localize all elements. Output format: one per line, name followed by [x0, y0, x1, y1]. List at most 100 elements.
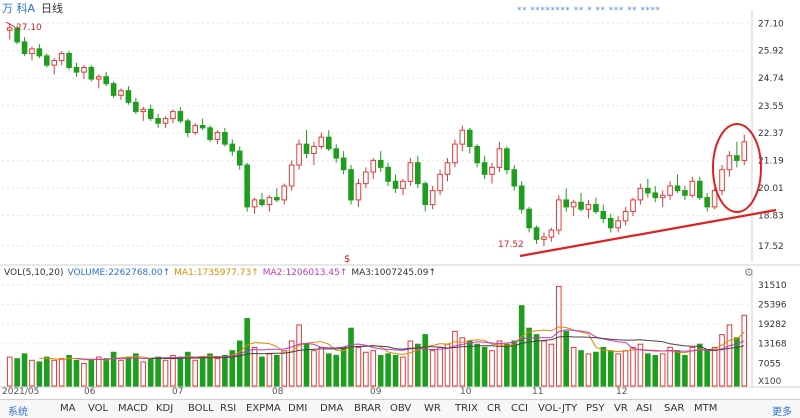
tab-trix[interactable]: TRIX [455, 403, 478, 414]
tab-wr[interactable]: WR [424, 403, 441, 414]
volume-bar [504, 343, 510, 387]
volume-bar [21, 353, 28, 387]
volume-bar [81, 363, 87, 387]
volume-bar [125, 356, 132, 387]
tab-rsi[interactable]: RSI [220, 403, 237, 414]
candle-body [288, 164, 295, 187]
candle-body [518, 185, 525, 210]
volume-bar [6, 356, 13, 387]
volume-bar [682, 354, 688, 387]
candle-body [377, 159, 384, 168]
volume-bar [281, 350, 288, 387]
tab-cci[interactable]: CCI [511, 403, 528, 414]
price-chart[interactable]: 27.10 25.92 24.74 23.55 22.37 21.19 20.01 18.83… [0, 0, 800, 266]
period-label[interactable]: 日线 [41, 2, 64, 15]
tab-vol-jty[interactable]: VOL-JTY [538, 403, 578, 414]
date-2: 07 [172, 387, 184, 397]
candle-body [652, 192, 659, 199]
tab-vr[interactable]: VR [614, 403, 628, 414]
price-axis: 27.10 25.92 24.74 23.55 22.37 21.19 20.01 18.83… [0, 10, 800, 266]
candle-body [578, 201, 584, 210]
candle-body [363, 171, 369, 185]
candle-body [311, 145, 317, 154]
volume-bar [667, 346, 673, 387]
volume-bar [229, 350, 236, 387]
chart-title: 万 科A 日线 [2, 0, 63, 16]
candle-body [659, 194, 666, 199]
indicator-toolbar: 系统 MA VOL MACD KDJ BOLL RSI EXPMA DMI DM… [0, 399, 800, 418]
low-price-label: 17.52 [498, 240, 524, 250]
candle-body [58, 53, 65, 61]
volume-bar [630, 346, 636, 387]
candle-body [333, 148, 339, 159]
volume-bar [400, 356, 406, 387]
volume-tick-label: 25396 [758, 300, 787, 310]
volume-bar [719, 334, 725, 387]
tab-psy[interactable]: PSY [586, 403, 605, 414]
volume-chart[interactable]: 31510 25396 19282 13168 7055 X100 [0, 0, 800, 400]
volume-bar [518, 305, 525, 387]
candlesticks [6, 23, 748, 247]
candle-body [88, 66, 95, 80]
candle-body [667, 185, 673, 196]
tab-vol[interactable]: VOL [88, 403, 109, 414]
tab-cr[interactable]: CR [487, 403, 501, 414]
candle-body [125, 90, 132, 103]
candle-body [637, 187, 644, 201]
price-tick-label: 20.01 [758, 184, 784, 194]
volume-tick-label: 13168 [758, 340, 787, 350]
volume-bar [645, 353, 651, 387]
tab-obv[interactable]: OBV [390, 403, 412, 414]
volume-bar [474, 343, 480, 387]
date-4: 09 [370, 387, 382, 397]
candle-body [741, 141, 748, 161]
price-tick-label: 17.52 [758, 242, 784, 252]
volume-bar [570, 346, 577, 387]
candle-body [251, 199, 258, 208]
candle-body [303, 143, 310, 154]
volume-bar [726, 324, 733, 387]
vol-legend-0: VOL(5,10,20) [4, 268, 64, 278]
date-7: 12 [616, 387, 628, 397]
volume-bar [244, 318, 250, 387]
tab-brar[interactable]: BRAR [354, 403, 382, 414]
settings-gear-icon[interactable]: ⚙ [744, 266, 754, 279]
volume-bar [140, 361, 147, 387]
vol-legend-4: MA3:1007245.09↑ [351, 268, 437, 278]
volume-bar [593, 351, 599, 387]
tab-sar[interactable]: SAR [664, 403, 685, 414]
volume-bar [192, 359, 199, 387]
candle-body [133, 101, 139, 113]
price-tick-label: 25.92 [758, 47, 784, 57]
tab-expma[interactable]: EXPMA [246, 403, 281, 414]
candle-body [147, 108, 154, 120]
support-trendline [519, 208, 777, 258]
stock-name[interactable]: 万 科A [2, 2, 36, 15]
volume-bar [274, 354, 280, 387]
candle-body [466, 129, 473, 147]
tab-boll[interactable]: BOLL [188, 403, 214, 414]
candle-body [177, 111, 184, 122]
tab-ma[interactable]: MA [60, 403, 76, 414]
volume-bar [259, 356, 265, 387]
volume-ma3-line [150, 335, 745, 359]
volume-bar [489, 350, 495, 387]
volume-bar [452, 330, 458, 387]
candle-body [155, 118, 161, 124]
volume-bar [533, 334, 540, 387]
tab-dmi[interactable]: DMI [288, 403, 308, 414]
candle-body [81, 66, 87, 73]
volume-bar [600, 346, 607, 387]
volume-bar [296, 324, 302, 387]
system-tab[interactable]: 系统 [8, 407, 28, 418]
tab-kdj[interactable]: KDJ [156, 403, 174, 414]
tab-mtm[interactable]: MTM [694, 403, 718, 414]
more-button[interactable]: 更多 [772, 407, 792, 418]
tab-macd[interactable]: MACD [118, 403, 148, 414]
candle-body [385, 166, 391, 182]
tab-asi[interactable]: ASI [636, 403, 653, 414]
volume-bar [118, 359, 124, 387]
tab-dma[interactable]: DMA [320, 403, 344, 414]
candle-body [14, 27, 20, 43]
price-tick-label: 22.37 [758, 129, 784, 139]
